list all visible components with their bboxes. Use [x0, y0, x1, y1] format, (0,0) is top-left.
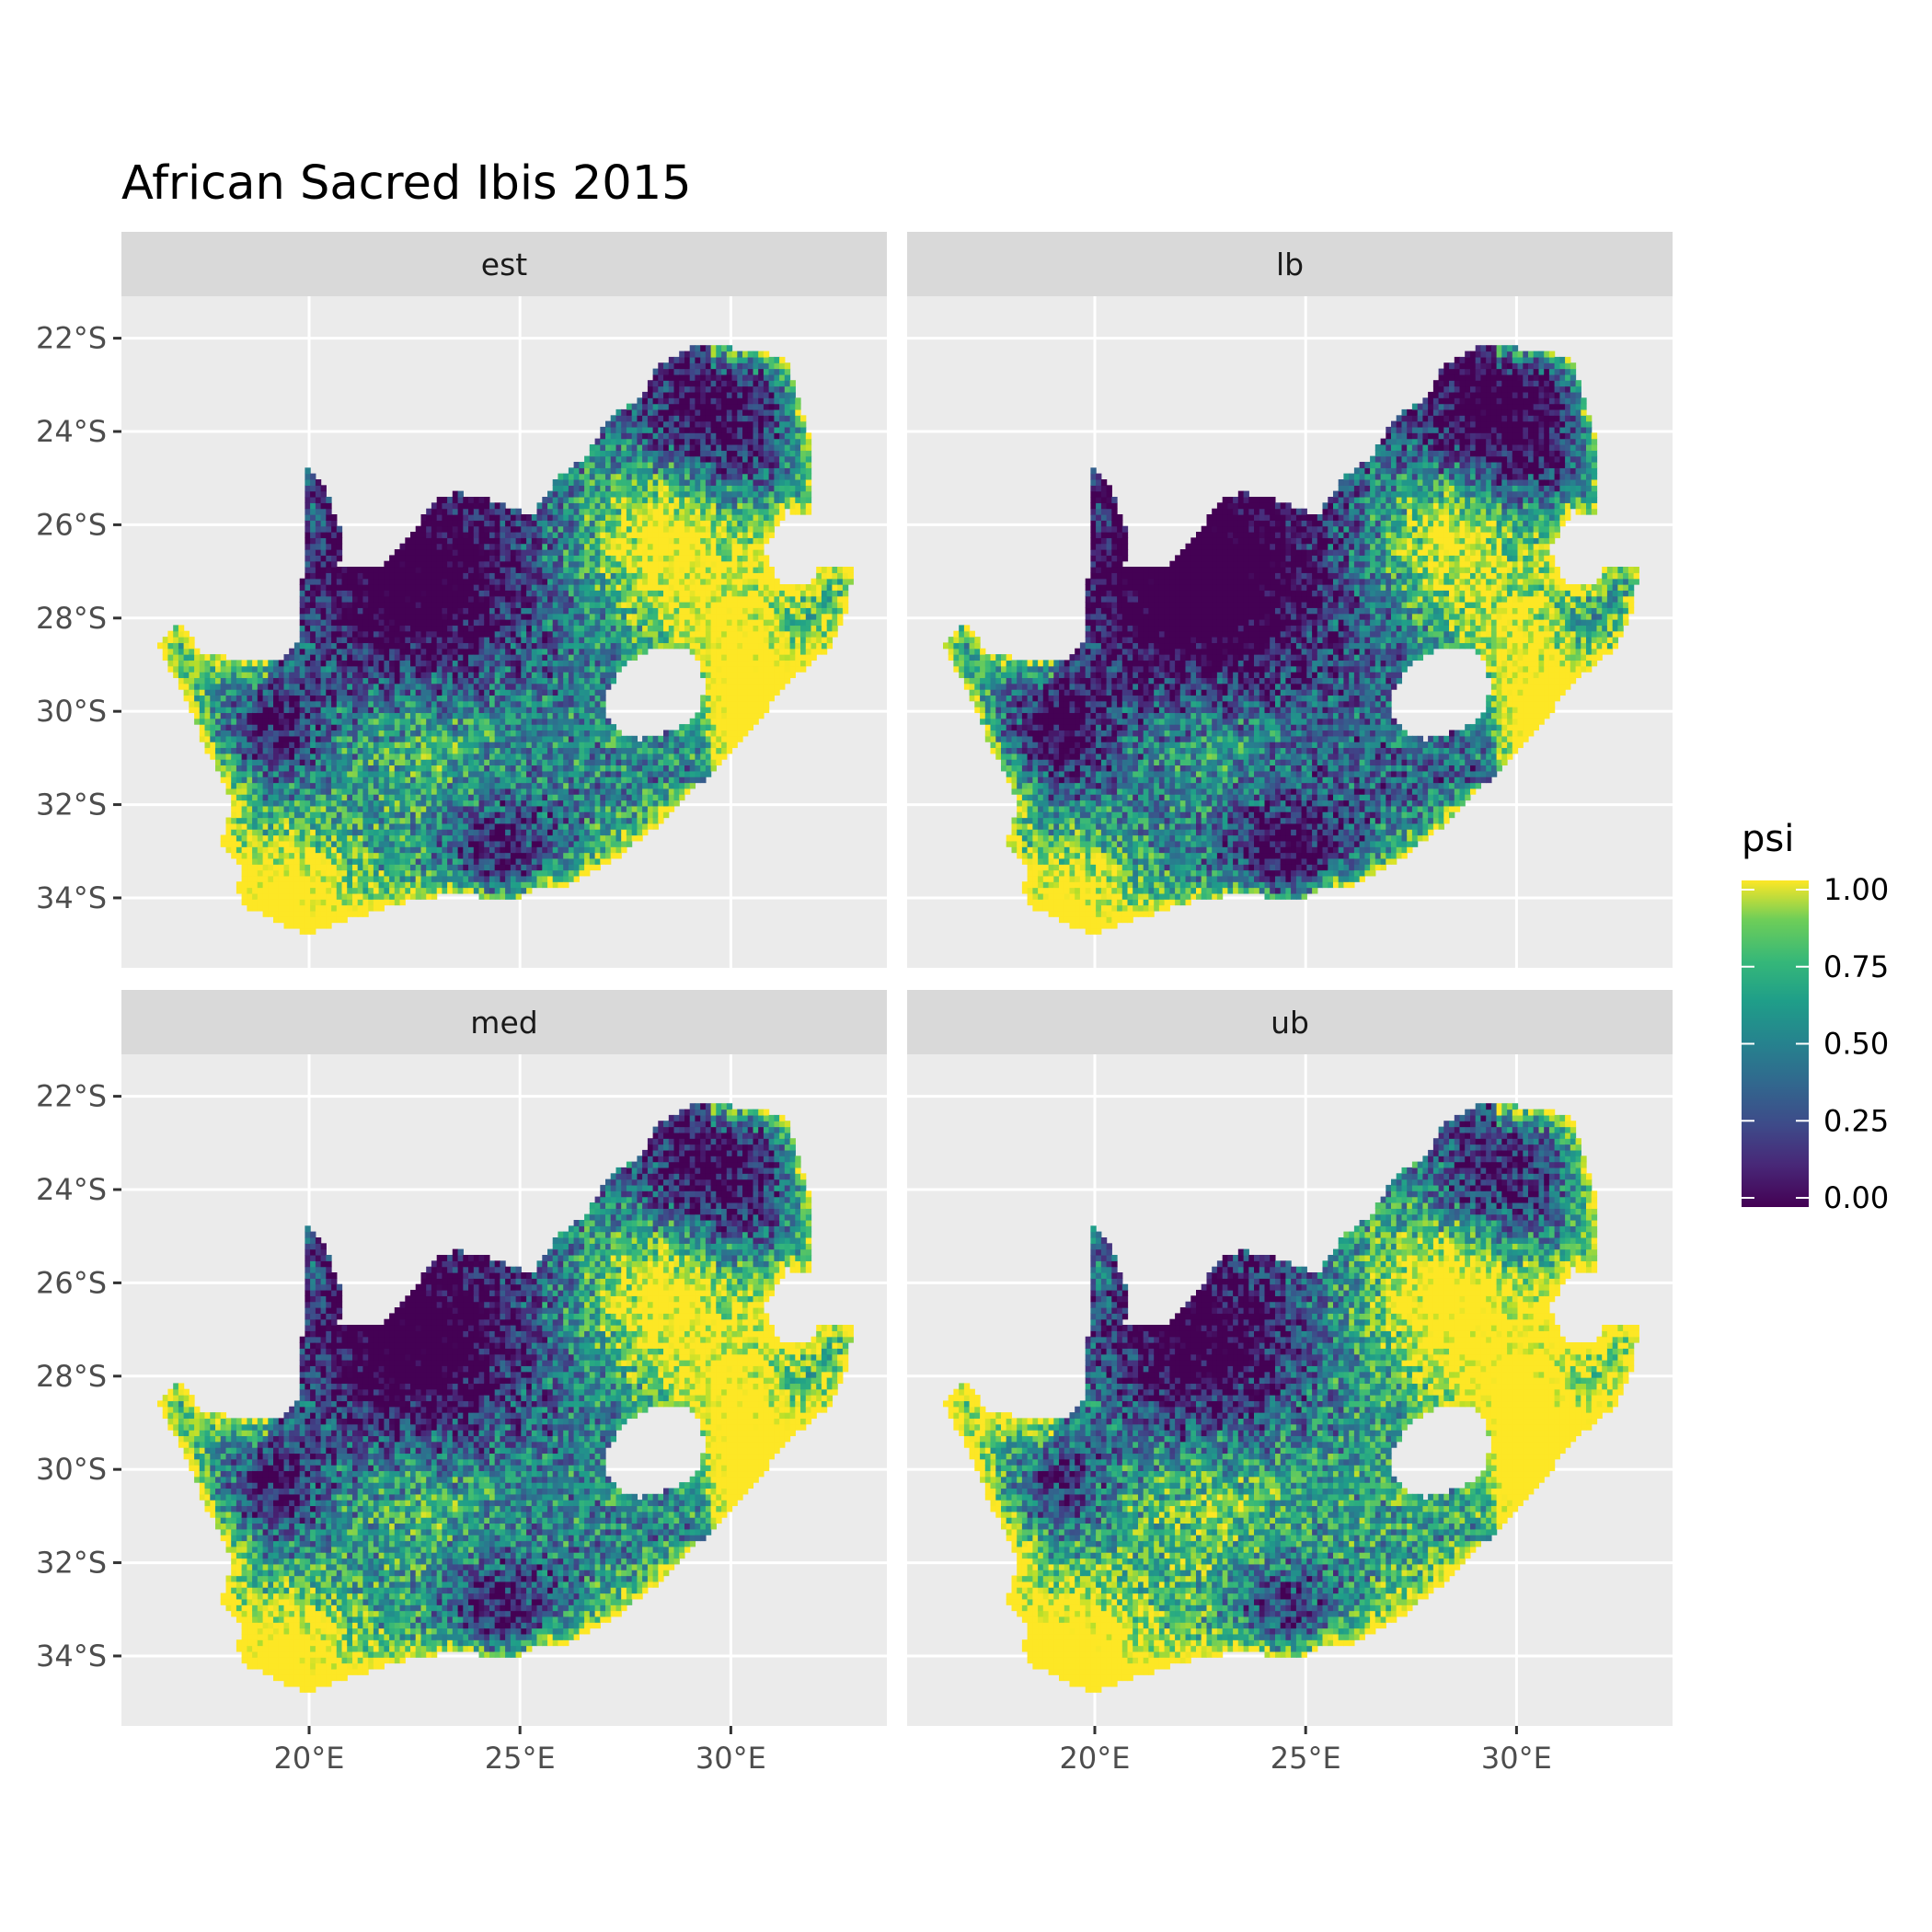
- y-tick-label: 24°S: [36, 414, 107, 449]
- facet-panel-ub: ub 20°E 25°E 30°E: [907, 990, 1673, 1776]
- facet-panel-med: med 22°S 24°S 26°S 28°S 30°S 32°S 34°S 20°E 25°E 3…: [36, 990, 887, 1776]
- legend-tick-label: 0.00: [1823, 1180, 1889, 1215]
- facet-strip-label: ub: [1271, 1005, 1309, 1041]
- facet-panel-est: est 22°S 24°S 26°S 28°S 30°S 32°S 34°S: [36, 232, 887, 968]
- y-tick-label: 32°S: [36, 1546, 107, 1581]
- legend-tick-label: 1.00: [1823, 872, 1889, 907]
- legend-tick-label: 0.50: [1823, 1027, 1889, 1062]
- y-tick-label: 24°S: [36, 1172, 107, 1207]
- color-legend: psi 1.00 0.75 0.50 0.25 0.00: [1742, 818, 1889, 1215]
- x-tick-label: 30°E: [1481, 1741, 1552, 1776]
- legend-tick-label: 0.25: [1823, 1103, 1889, 1138]
- y-tick-label: 22°S: [36, 1079, 107, 1114]
- x-tick-label: 25°E: [485, 1741, 556, 1776]
- x-tick-label: 25°E: [1271, 1741, 1341, 1776]
- y-tick-label: 22°S: [36, 321, 107, 356]
- legend-title: psi: [1742, 818, 1794, 860]
- x-tick-label: 20°E: [274, 1741, 345, 1776]
- x-tick-label: 20°E: [1060, 1741, 1131, 1776]
- facet-panel-lb: lb: [907, 232, 1673, 968]
- y-tick-label: 34°S: [36, 1639, 107, 1673]
- x-tick-label: 30°E: [696, 1741, 766, 1776]
- y-tick-label: 30°S: [36, 694, 107, 729]
- y-tick-label: 34°S: [36, 880, 107, 915]
- chart-title: African Sacred Ibis 2015: [121, 156, 692, 211]
- y-tick-label: 32°S: [36, 788, 107, 822]
- y-tick-label: 30°S: [36, 1452, 107, 1487]
- facet-strip-label: lb: [1276, 247, 1304, 282]
- y-tick-label: 26°S: [36, 507, 107, 542]
- legend-tick-label: 0.75: [1823, 949, 1889, 984]
- y-tick-label: 28°S: [36, 1359, 107, 1394]
- y-tick-label: 26°S: [36, 1265, 107, 1300]
- facet-panels: est 22°S 24°S 26°S 28°S 30°S 32°S 34°S lb med 22°S…: [36, 232, 1673, 1776]
- facet-strip-label: est: [481, 247, 527, 282]
- y-tick-label: 28°S: [36, 601, 107, 636]
- facet-strip-label: med: [470, 1005, 537, 1041]
